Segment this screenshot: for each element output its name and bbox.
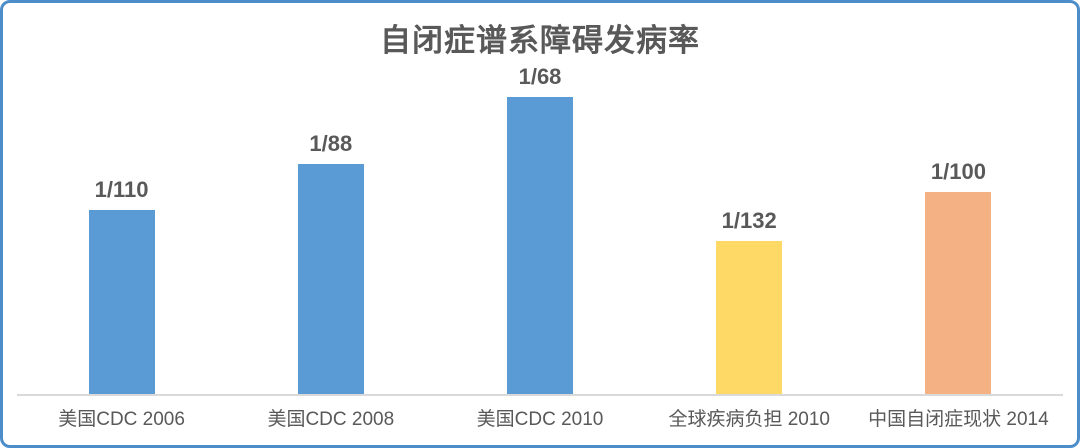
bar-slot: 1/88 xyxy=(226,131,435,394)
category-label: 美国CDC 2006 xyxy=(58,409,185,430)
category-axis: 美国CDC 2006 美国CDC 2008 美国CDC 2010 全球疾病负担 201… xyxy=(17,404,1063,431)
bar-value-label: 1/100 xyxy=(930,159,986,184)
bar-value-label: 1/88 xyxy=(309,131,353,156)
bar-slot: 1/110 xyxy=(17,177,226,394)
bar-value-label: 1/132 xyxy=(721,208,777,233)
bar xyxy=(88,210,155,394)
category-label: 美国CDC 2008 xyxy=(267,409,395,430)
bar xyxy=(507,97,573,394)
category-label: 全球疾病负担 2010 xyxy=(668,409,830,430)
category-label: 中国自闭症现状 2014 xyxy=(868,409,1049,430)
bar-slot: 1/132 xyxy=(645,208,854,394)
category-label: 美国CDC 2010 xyxy=(476,409,604,430)
bar xyxy=(297,164,364,394)
bar-slot: 1/100 xyxy=(854,159,1063,394)
bar-value-label: 1/68 xyxy=(518,64,562,89)
bar-slot: 1/68 xyxy=(435,64,644,394)
bar-value-label: 1/110 xyxy=(94,177,149,202)
chart-title: 自闭症谱系障碍发病率 xyxy=(380,23,700,58)
bar xyxy=(716,241,783,394)
plot-area: 1/110 1/88 1/68 1/132 1/100 xyxy=(17,3,1063,396)
bar xyxy=(925,192,992,394)
